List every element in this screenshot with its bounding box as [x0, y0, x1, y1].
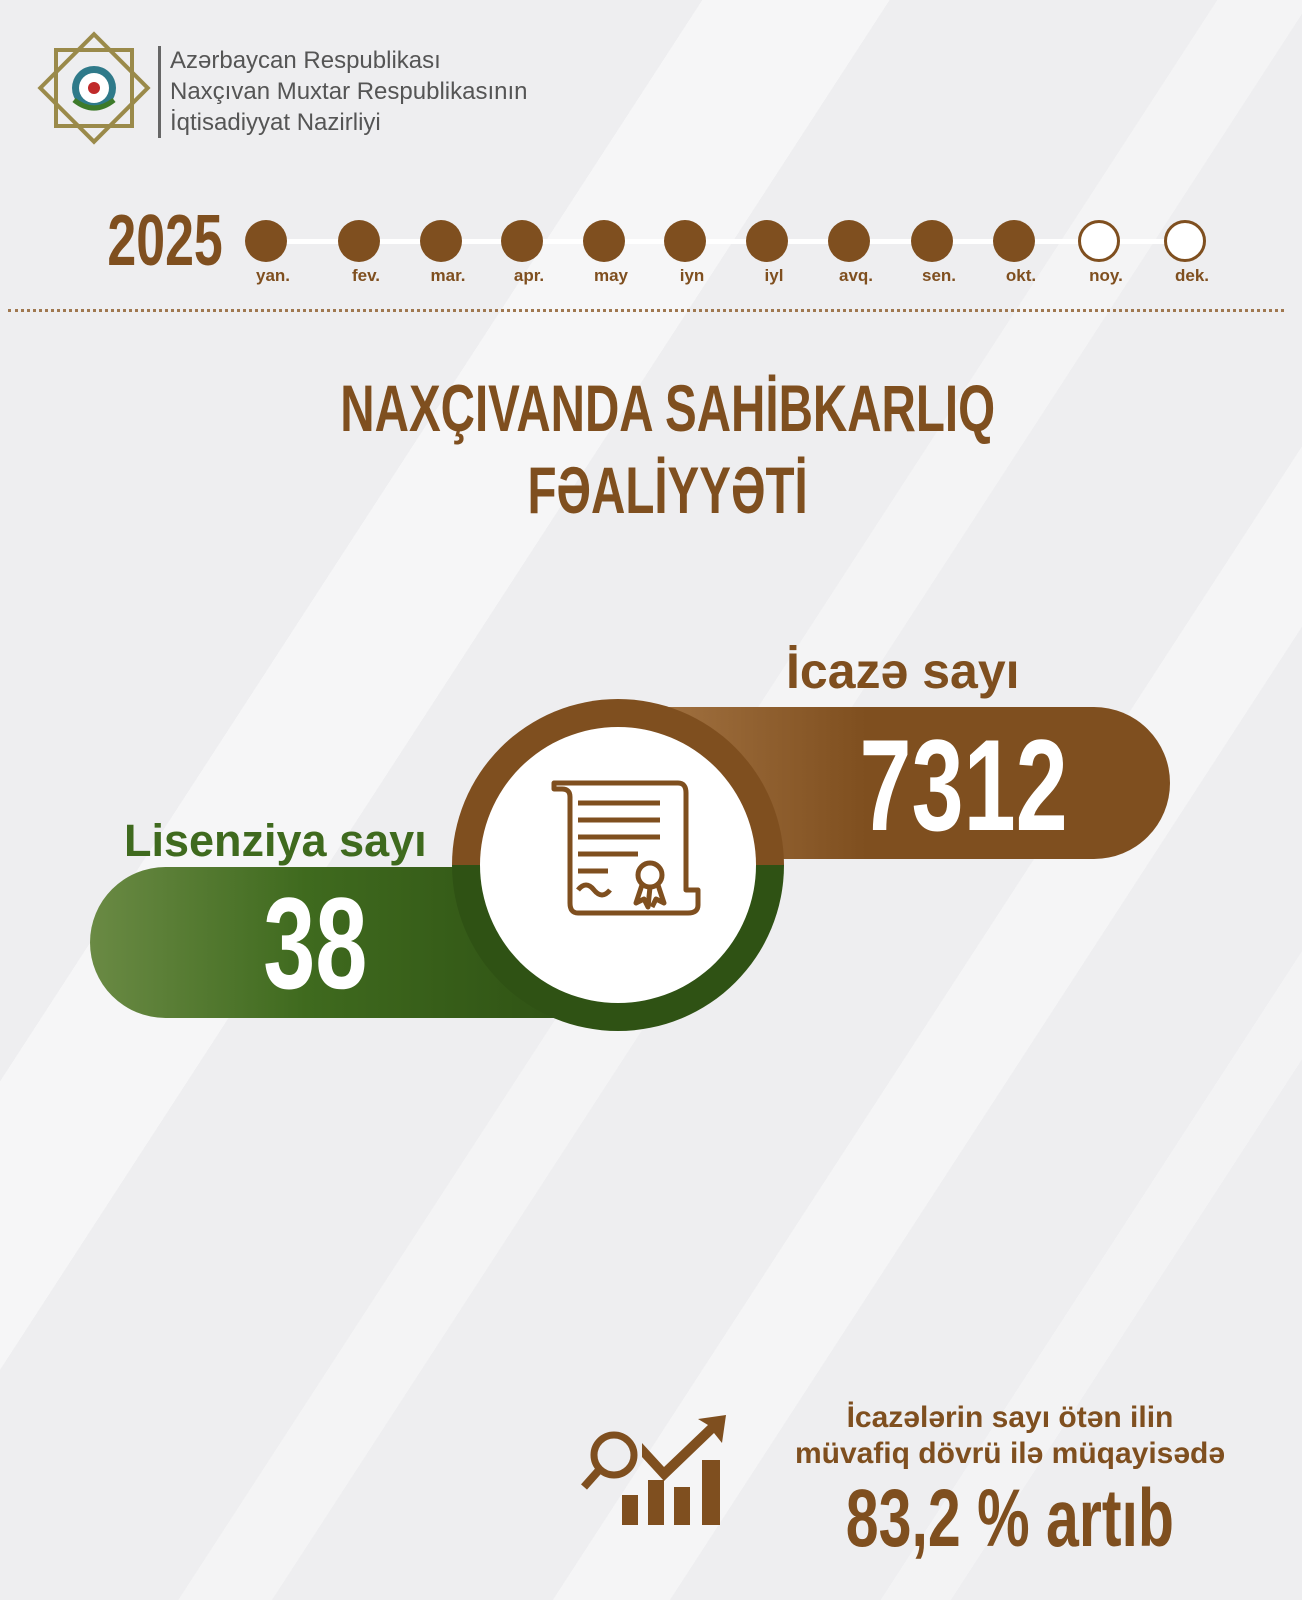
- month-label: yan.: [255, 266, 291, 285]
- month-dot-filled: [911, 220, 953, 262]
- comparison-line-1: İcazələrin sayı ötən ilin: [846, 1401, 1174, 1434]
- month-label: iyl: [764, 266, 784, 285]
- licenses-label: Lisenziya sayı: [124, 815, 427, 866]
- licenses-value: 38: [262, 870, 368, 1016]
- year-text: 2025: [107, 201, 223, 281]
- ministry-name: Azərbaycan Respublikası Naxçıvan Muxtar …: [170, 45, 528, 138]
- title-line-2: FƏALİYYƏTİ: [527, 453, 809, 527]
- month-label: fev.: [351, 266, 381, 285]
- header-line: Naxçıvan Muxtar Respublikasının: [170, 78, 528, 105]
- comparison-text: İcazələrin sayı ötən ilin müvafiq dövrü …: [760, 1400, 1260, 1472]
- growth-highlight-box: 83,2 % artıb: [760, 1474, 1260, 1564]
- title-line-1: NAXÇIVANDA SAHİBKARLIQ: [340, 371, 996, 445]
- month-label: okt.: [1005, 266, 1037, 285]
- divider: [158, 46, 161, 138]
- month-label: dek.: [1174, 266, 1210, 285]
- comparison-line-2: müvafiq dövrü ilə müqayisədə: [794, 1437, 1226, 1470]
- month-dot-filled: [245, 220, 287, 262]
- month-dot-filled: [828, 220, 870, 262]
- month-dot-empty: [1078, 220, 1120, 262]
- growth-highlight: 83,2 % artıb: [845, 1473, 1175, 1564]
- header-line: İqtisadiyyat Nazirliyi: [170, 109, 381, 136]
- licenses-value-box: 38: [200, 873, 430, 1013]
- month-dot-filled: [664, 220, 706, 262]
- month-dot-filled: [420, 220, 462, 262]
- header-line: Azərbaycan Respublikası: [170, 47, 441, 74]
- month-label: may: [593, 266, 629, 285]
- month-label: iyn: [679, 266, 705, 285]
- month-dot-filled: [338, 220, 380, 262]
- permits-value-box: 7312: [764, 715, 1164, 855]
- month-dot-filled: [583, 220, 625, 262]
- month-label: noy.: [1089, 266, 1123, 285]
- month-dot-filled: [501, 220, 543, 262]
- timeline-line: [266, 239, 1186, 244]
- permits-label: İcazə sayı: [786, 643, 1020, 699]
- month-dot-filled: [993, 220, 1035, 262]
- permits-value: 7312: [859, 712, 1069, 858]
- dotted-divider: [8, 309, 1284, 312]
- ministry-logo: [37, 31, 151, 145]
- month-label: apr.: [513, 266, 545, 285]
- center-circle: [480, 727, 756, 1003]
- month-label: sen.: [921, 266, 957, 285]
- page-title-2: FƏALİYYƏTİ: [0, 450, 1302, 530]
- month-dot-filled: [746, 220, 788, 262]
- month-dot-empty: [1164, 220, 1206, 262]
- growth-chart-icon: [581, 1415, 726, 1525]
- certificate-scroll-icon: [551, 780, 701, 916]
- page-title: NAXÇIVANDA SAHİBKARLIQ: [0, 368, 1302, 448]
- month-label: avq.: [838, 266, 874, 285]
- year-label: 2025: [70, 205, 260, 277]
- month-label: mar.: [430, 266, 466, 285]
